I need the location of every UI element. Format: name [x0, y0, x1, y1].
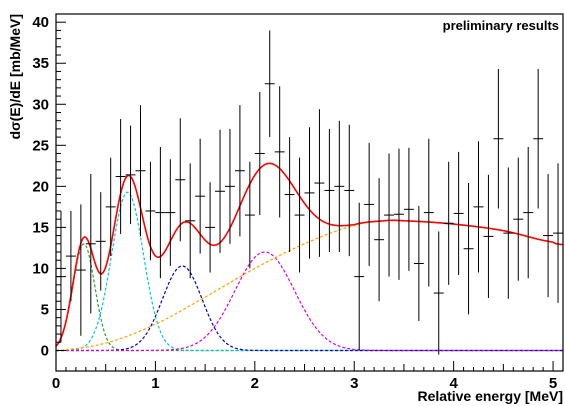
data-point: [324, 128, 335, 252]
data-point: [165, 159, 176, 266]
data-point: [403, 147, 414, 271]
x-tick-label: 5: [549, 375, 557, 392]
data-point: [493, 68, 504, 209]
data-point: [394, 148, 404, 280]
y-tick-label: 20: [32, 178, 49, 195]
data-point: [423, 138, 434, 287]
data-point: [135, 105, 146, 237]
data-point: [274, 86, 285, 218]
preliminary-label: preliminary results: [443, 18, 559, 33]
data-point: [473, 141, 484, 273]
x-tick-label: 3: [350, 375, 358, 392]
data-point: [334, 120, 345, 252]
y-tick-label: 40: [32, 14, 49, 31]
data-point: [215, 129, 225, 253]
data-point: [145, 161, 156, 261]
data-point: [384, 153, 394, 277]
x-axis-title: Relative energy [MeV]: [418, 388, 564, 404]
x-tick-label: 2: [251, 375, 259, 392]
data-point: [105, 157, 116, 257]
data-point: [95, 192, 106, 291]
data-point: [175, 118, 186, 242]
data-point: [354, 202, 365, 351]
y-axis-title: dσ(E)/dE [mb/MeV]: [7, 14, 23, 139]
data-point: [185, 163, 196, 279]
data-point: [374, 178, 385, 302]
data-point: [234, 105, 245, 237]
y-tick-label: 35: [32, 55, 49, 72]
data-point: [294, 157, 305, 273]
fit-component-curve: [56, 251, 563, 352]
data-point: [125, 125, 136, 225]
data-point: [75, 204, 86, 336]
data-point: [264, 30, 275, 138]
data-point: [413, 206, 424, 321]
data-point: [453, 151, 464, 275]
data-point: [115, 119, 126, 234]
data-point: [364, 142, 375, 266]
x-tick-label: 0: [52, 375, 60, 392]
y-tick-label: 0: [41, 342, 49, 359]
data-point: [314, 109, 325, 257]
data-point: [433, 231, 444, 355]
y-tick-label: 5: [41, 301, 49, 318]
y-tick-label: 30: [32, 96, 49, 113]
fit-component-curve: [55, 243, 563, 352]
data-point: [344, 124, 355, 257]
plot-frame: [55, 13, 564, 372]
data-point: [523, 146, 534, 279]
data-point: [205, 182, 216, 273]
x-tick-label: 1: [151, 375, 159, 392]
y-tick-label: 15: [32, 219, 49, 236]
y-tick-label: 10: [32, 260, 49, 277]
data-point: [503, 167, 514, 299]
fit-component-curve: [56, 265, 563, 352]
data-point: [284, 137, 295, 252]
data-point: [155, 146, 166, 279]
axis-ticks: 0 1 2 3 4 5 0 5 10 15 20 25 30 35 40: [32, 14, 557, 392]
data-point: [304, 127, 315, 259]
data-point: [254, 91, 265, 216]
data-point: [513, 157, 524, 281]
data-point: [244, 161, 255, 269]
y-tick-label: 25: [32, 137, 49, 154]
data-point: [553, 163, 563, 303]
data-point: [65, 210, 76, 302]
data-point: [443, 161, 454, 285]
data-point: [483, 174, 494, 298]
data-point: [533, 68, 544, 209]
data-points: [56, 30, 563, 355]
data-point: [85, 174, 96, 314]
x-tick-label: 4: [449, 375, 458, 392]
data-point: [225, 128, 235, 244]
data-point: [195, 138, 206, 254]
data-point: [463, 183, 474, 315]
data-point: [543, 174, 554, 298]
